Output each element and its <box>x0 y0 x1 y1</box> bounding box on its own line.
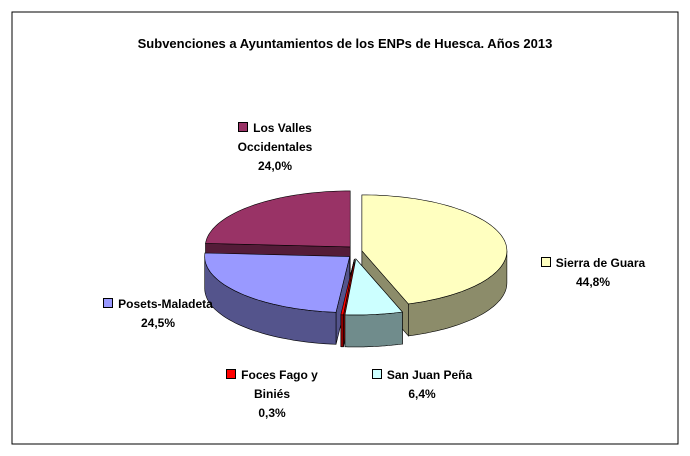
slice <box>340 258 355 316</box>
data-label: Los Valles Occidentales 24,0% <box>205 119 345 176</box>
category-label: Sierra de Guara <box>555 256 646 270</box>
slice <box>361 194 508 305</box>
category-label: Posets-Maladeta <box>118 297 213 311</box>
legend-swatch <box>238 122 249 132</box>
legend-swatch <box>226 369 237 379</box>
legend-swatch <box>103 298 114 308</box>
slice <box>344 258 404 316</box>
slice <box>204 252 351 313</box>
slice-wall <box>344 311 403 348</box>
category-label: Los Valles Occidentales <box>237 121 313 154</box>
percent-label: 0,3% <box>258 406 286 420</box>
chart-title: Subvenciones a Ayuntamientos de los ENPs… <box>137 36 553 51</box>
category-label: San Juan Peña <box>386 368 473 382</box>
legend-swatch <box>540 257 551 267</box>
data-label: Posets-Maladeta 24,5% <box>78 295 238 333</box>
slice-wall <box>340 314 344 348</box>
data-label: Foces Fago y Biniés 0,3% <box>212 366 332 423</box>
data-label: San Juan Peña 6,4% <box>352 366 492 404</box>
percent-label: 24,0% <box>257 159 293 173</box>
percent-label: 6,4% <box>408 387 436 401</box>
legend-swatch <box>371 369 382 379</box>
data-label: Sierra de Guara 44,8% <box>518 254 668 292</box>
category-label: Foces Fago y Biniés <box>241 368 318 401</box>
percent-label: 44,8% <box>575 275 611 289</box>
percent-label: 24,5% <box>140 316 176 330</box>
slice <box>205 190 351 248</box>
